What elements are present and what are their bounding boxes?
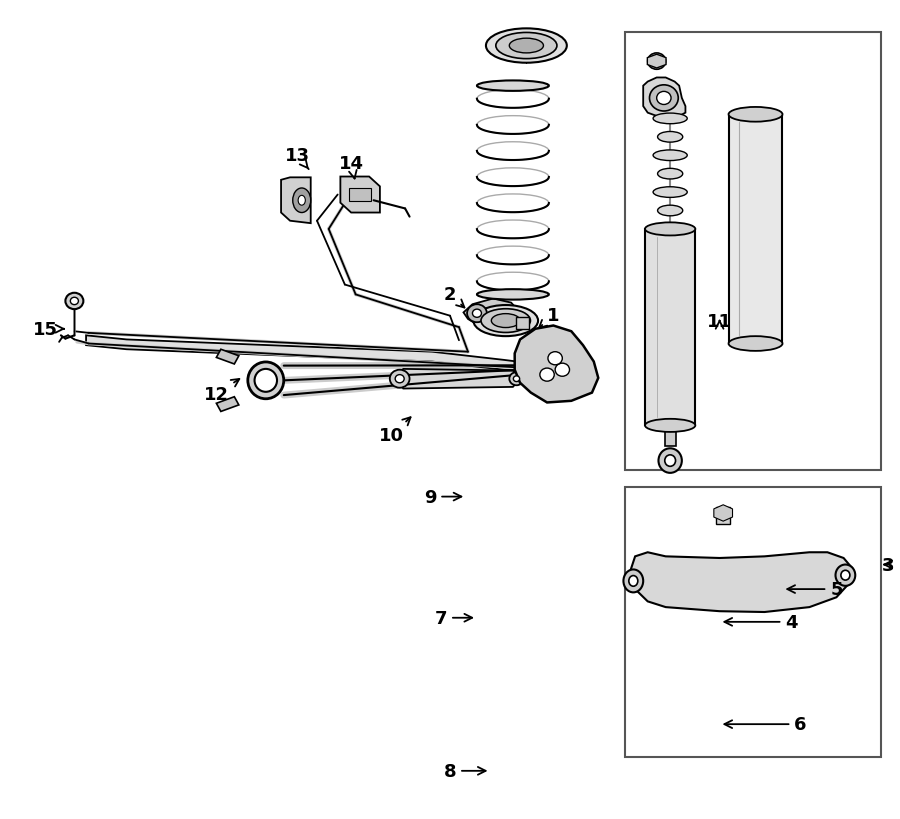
Ellipse shape (486, 29, 567, 64)
Polygon shape (714, 505, 733, 522)
Ellipse shape (66, 293, 84, 310)
Polygon shape (86, 336, 558, 373)
Ellipse shape (292, 188, 310, 213)
Ellipse shape (645, 223, 696, 236)
Text: 3: 3 (882, 556, 895, 574)
Ellipse shape (390, 370, 410, 388)
Ellipse shape (665, 455, 676, 467)
Ellipse shape (298, 196, 305, 206)
Ellipse shape (658, 169, 683, 179)
Ellipse shape (255, 369, 277, 392)
Text: 11: 11 (707, 313, 732, 331)
Ellipse shape (653, 151, 688, 161)
Bar (517, 318, 529, 329)
Text: 12: 12 (204, 379, 239, 404)
Text: 10: 10 (379, 418, 410, 445)
Text: 1: 1 (539, 306, 560, 328)
Ellipse shape (472, 310, 482, 318)
Ellipse shape (395, 375, 404, 383)
Ellipse shape (841, 571, 850, 581)
Text: 9: 9 (424, 488, 462, 506)
Polygon shape (396, 369, 520, 389)
Ellipse shape (653, 188, 688, 198)
Circle shape (540, 369, 554, 382)
Text: 7: 7 (435, 609, 472, 627)
Text: 14: 14 (338, 156, 364, 179)
Circle shape (657, 93, 671, 106)
Text: 8: 8 (444, 762, 486, 780)
Ellipse shape (729, 337, 782, 351)
Text: 6: 6 (724, 715, 806, 733)
Ellipse shape (835, 565, 855, 586)
Ellipse shape (509, 373, 524, 386)
Circle shape (555, 364, 570, 377)
Polygon shape (515, 326, 598, 403)
Polygon shape (647, 55, 666, 69)
Text: 5: 5 (788, 581, 842, 599)
Ellipse shape (477, 81, 549, 92)
Text: 2: 2 (444, 286, 464, 308)
Ellipse shape (477, 290, 549, 301)
Bar (626, 34, 881, 471)
Ellipse shape (729, 108, 782, 123)
Circle shape (648, 54, 666, 70)
Circle shape (650, 86, 679, 112)
Ellipse shape (645, 419, 696, 432)
Ellipse shape (491, 314, 520, 328)
Ellipse shape (624, 570, 644, 593)
Ellipse shape (481, 310, 530, 333)
Polygon shape (281, 178, 310, 224)
Ellipse shape (496, 34, 557, 60)
Bar (349, 188, 371, 201)
Ellipse shape (70, 298, 78, 305)
Bar (645, 229, 696, 426)
Ellipse shape (629, 576, 638, 586)
Polygon shape (464, 299, 520, 329)
Polygon shape (340, 177, 380, 213)
Text: 13: 13 (284, 147, 310, 170)
Ellipse shape (653, 114, 688, 124)
Bar (665, 426, 676, 446)
Text: 4: 4 (724, 613, 797, 631)
Ellipse shape (658, 206, 683, 216)
Bar (716, 508, 731, 524)
Ellipse shape (473, 305, 538, 337)
Circle shape (548, 352, 562, 365)
Ellipse shape (467, 305, 487, 323)
Ellipse shape (658, 133, 683, 143)
Polygon shape (644, 79, 686, 117)
Text: 15: 15 (33, 320, 64, 338)
Ellipse shape (513, 377, 519, 382)
Polygon shape (216, 397, 239, 412)
Ellipse shape (653, 224, 688, 235)
Ellipse shape (509, 39, 544, 54)
Bar (729, 115, 782, 344)
Polygon shape (630, 553, 852, 613)
Ellipse shape (659, 449, 682, 473)
Bar (626, 487, 881, 757)
Polygon shape (216, 350, 239, 364)
Ellipse shape (248, 363, 284, 400)
